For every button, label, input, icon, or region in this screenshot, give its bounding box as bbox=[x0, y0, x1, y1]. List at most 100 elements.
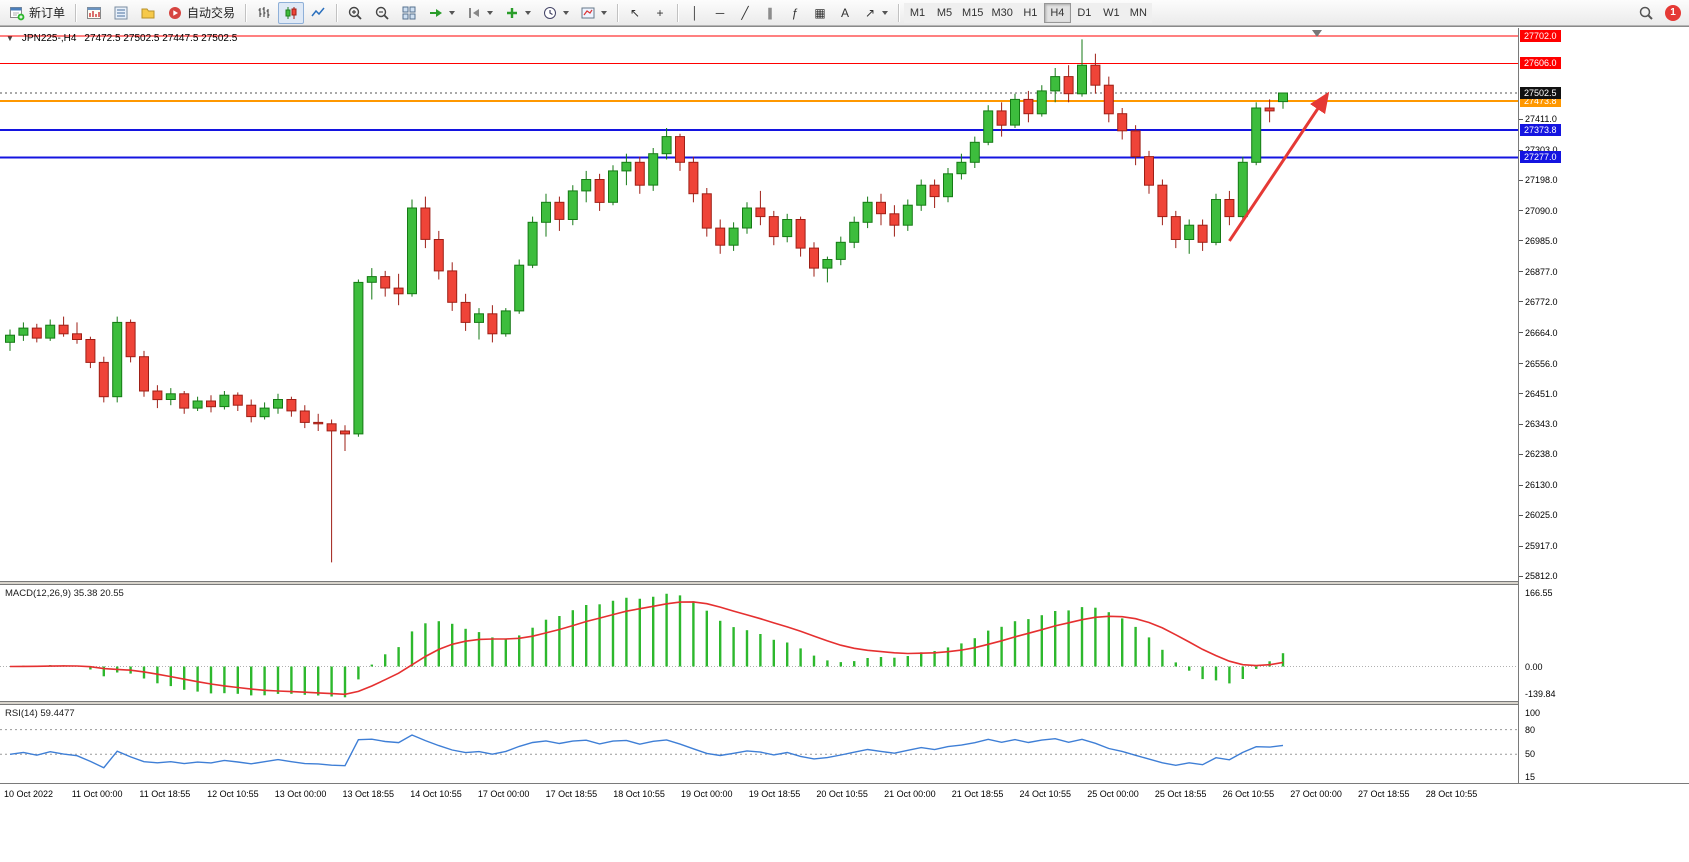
price-axis[interactable]: 27411.0 27303.0 27198.0 27090.0 26985.0 26877… bbox=[1518, 28, 1689, 783]
timeframe-w1-button[interactable]: W1 bbox=[1097, 2, 1125, 23]
zoom-in-icon bbox=[348, 6, 362, 20]
new-order-icon bbox=[10, 6, 25, 20]
time-axis-label: 17 Oct 18:55 bbox=[545, 789, 598, 799]
price-tick-label: 26877.0 bbox=[1525, 266, 1558, 277]
price-tick-label: 27303.0 bbox=[1525, 145, 1558, 156]
auto-scroll-button[interactable] bbox=[423, 2, 460, 24]
chevron-down-icon bbox=[487, 10, 494, 15]
price-tick-label: 26025.0 bbox=[1525, 510, 1558, 521]
price-tick-label: 26130.0 bbox=[1525, 480, 1558, 491]
axis-tick bbox=[1519, 575, 1523, 577]
market-watch-button[interactable] bbox=[108, 2, 134, 24]
hline-price-tag: 27373.8 bbox=[1520, 123, 1561, 136]
timeframe-d1-button[interactable]: D1 bbox=[1070, 2, 1098, 23]
fibonacci-button[interactable]: ƒ bbox=[783, 2, 807, 24]
symbol-label: ▼ JPN225-,H4 27472.5 27502.5 27447.5 275… bbox=[6, 33, 237, 44]
shapes-icon: ▦ bbox=[814, 5, 826, 20]
crosshair-button[interactable]: + bbox=[648, 2, 672, 24]
template-icon bbox=[581, 7, 595, 18]
axis-tick bbox=[1519, 271, 1523, 273]
macd-axis-label: -139.84 bbox=[1525, 689, 1556, 699]
candlestick-icon bbox=[285, 6, 297, 19]
chart-shift-icon bbox=[469, 7, 480, 18]
panel-splitter[interactable] bbox=[0, 701, 1689, 705]
chevron-down-icon bbox=[449, 10, 456, 15]
candlestick-button[interactable] bbox=[278, 1, 305, 24]
price-tick-label: 26238.0 bbox=[1525, 449, 1558, 460]
timeframe-m1-button[interactable]: M1 bbox=[904, 2, 932, 23]
axis-tick bbox=[1519, 210, 1523, 212]
navigator-button[interactable] bbox=[135, 2, 161, 24]
price-tick-label: 25917.0 bbox=[1525, 541, 1558, 552]
bar-chart-button[interactable] bbox=[251, 2, 277, 24]
macd-plot[interactable] bbox=[0, 585, 1518, 701]
arrows-tool-button[interactable]: ↗ bbox=[858, 2, 893, 24]
chart-shift-button[interactable] bbox=[461, 2, 498, 24]
periods-button[interactable] bbox=[537, 2, 574, 24]
zoom-out-button[interactable] bbox=[369, 2, 395, 24]
chart-window-button[interactable] bbox=[81, 2, 107, 24]
macd-axis-label: 166.55 bbox=[1525, 588, 1553, 598]
rsi-axis-label: 50 bbox=[1525, 749, 1536, 760]
symbol-title: JPN225-,H4 bbox=[21, 33, 77, 44]
price-tick-label: 26343.0 bbox=[1525, 419, 1558, 430]
toolbar-right: 1 bbox=[1633, 2, 1685, 24]
time-axis-label: 25 Oct 18:55 bbox=[1154, 789, 1207, 799]
price-tick-label: 27090.0 bbox=[1525, 205, 1558, 216]
time-axis-label: 13 Oct 18:55 bbox=[342, 789, 395, 799]
timeframe-h4-button[interactable]: H4 bbox=[1043, 2, 1071, 23]
timeframe-mn-button[interactable]: MN bbox=[1124, 2, 1152, 23]
panel-splitter[interactable] bbox=[0, 581, 1689, 585]
notification-badge[interactable]: 1 bbox=[1665, 4, 1681, 21]
timeframe-h1-button[interactable]: H1 bbox=[1016, 2, 1044, 23]
candlestick-chart[interactable] bbox=[0, 28, 1518, 581]
timeframe-m15-button[interactable]: M15 bbox=[958, 2, 988, 23]
time-axis[interactable]: 10 Oct 2022 11 Oct 00:00 11 Oct 18:55 12 Oc… bbox=[0, 783, 1689, 805]
line-chart-button[interactable] bbox=[305, 2, 331, 24]
rsi-axis-label: 100 bbox=[1525, 708, 1541, 719]
channel-button[interactable]: ∥ bbox=[758, 2, 782, 24]
timeframe-m5-button[interactable]: M5 bbox=[931, 2, 959, 23]
search-button[interactable] bbox=[1633, 2, 1659, 24]
chevron-down-icon bbox=[601, 10, 608, 15]
chart-menu-icon[interactable]: ▼ bbox=[6, 34, 14, 43]
chevron-down-icon bbox=[882, 10, 889, 15]
horizontal-line-button[interactable]: ─ bbox=[708, 2, 732, 24]
cursor-button[interactable]: ↖ bbox=[623, 2, 647, 24]
add-indicator-icon bbox=[507, 7, 518, 18]
autotrading-icon bbox=[169, 6, 182, 19]
add-indicator-button[interactable] bbox=[499, 2, 536, 24]
time-axis-label: 12 Oct 10:55 bbox=[207, 789, 259, 799]
timeframe-m30-button[interactable]: M30 bbox=[987, 2, 1017, 23]
new-order-button[interactable]: 新订单 bbox=[4, 2, 70, 24]
rsi-panel[interactable]: RSI(14) 59.4477 bbox=[0, 705, 1518, 783]
template-button[interactable] bbox=[575, 2, 612, 24]
time-axis-label: 19 Oct 18:55 bbox=[748, 789, 801, 799]
time-axis-label: 27 Oct 00:00 bbox=[1290, 789, 1342, 799]
axis-tick bbox=[1519, 179, 1523, 181]
axis-tick bbox=[1519, 423, 1523, 425]
autotrading-button[interactable]: 自动交易 bbox=[162, 2, 240, 24]
hline-price-tag: 27277.0 bbox=[1520, 151, 1561, 164]
price-chart-panel[interactable]: ▼ JPN225-,H4 27472.5 27502.5 27447.5 275… bbox=[0, 28, 1518, 581]
text-tool-button[interactable]: A bbox=[833, 2, 857, 24]
tile-windows-button[interactable] bbox=[396, 2, 422, 24]
axis-tick bbox=[1519, 453, 1523, 455]
shapes-button[interactable]: ▦ bbox=[808, 2, 832, 24]
cursor-icon: ↖ bbox=[630, 5, 641, 20]
trendline-button[interactable]: ╱ bbox=[733, 2, 757, 24]
price-tick-label: 26451.0 bbox=[1525, 388, 1558, 399]
vertical-line-button[interactable]: │ bbox=[683, 2, 707, 24]
bar-chart-icon bbox=[258, 6, 270, 18]
chart-region: ▼ JPN225-,H4 27472.5 27502.5 27447.5 275… bbox=[0, 26, 1689, 862]
rsi-plot[interactable] bbox=[0, 705, 1518, 783]
time-axis-label: 28 Oct 10:55 bbox=[1425, 789, 1478, 799]
toolbar-separator bbox=[336, 3, 338, 22]
vertical-line-icon: │ bbox=[691, 5, 699, 20]
macd-panel[interactable]: MACD(12,26,9) 35.38 20.55 bbox=[0, 585, 1518, 701]
zoom-out-icon bbox=[375, 6, 389, 20]
zoom-in-button[interactable] bbox=[342, 2, 368, 24]
toolbar-separator bbox=[898, 3, 900, 22]
crosshair-icon: + bbox=[656, 5, 664, 20]
price-tick-label: 26772.0 bbox=[1525, 296, 1558, 307]
